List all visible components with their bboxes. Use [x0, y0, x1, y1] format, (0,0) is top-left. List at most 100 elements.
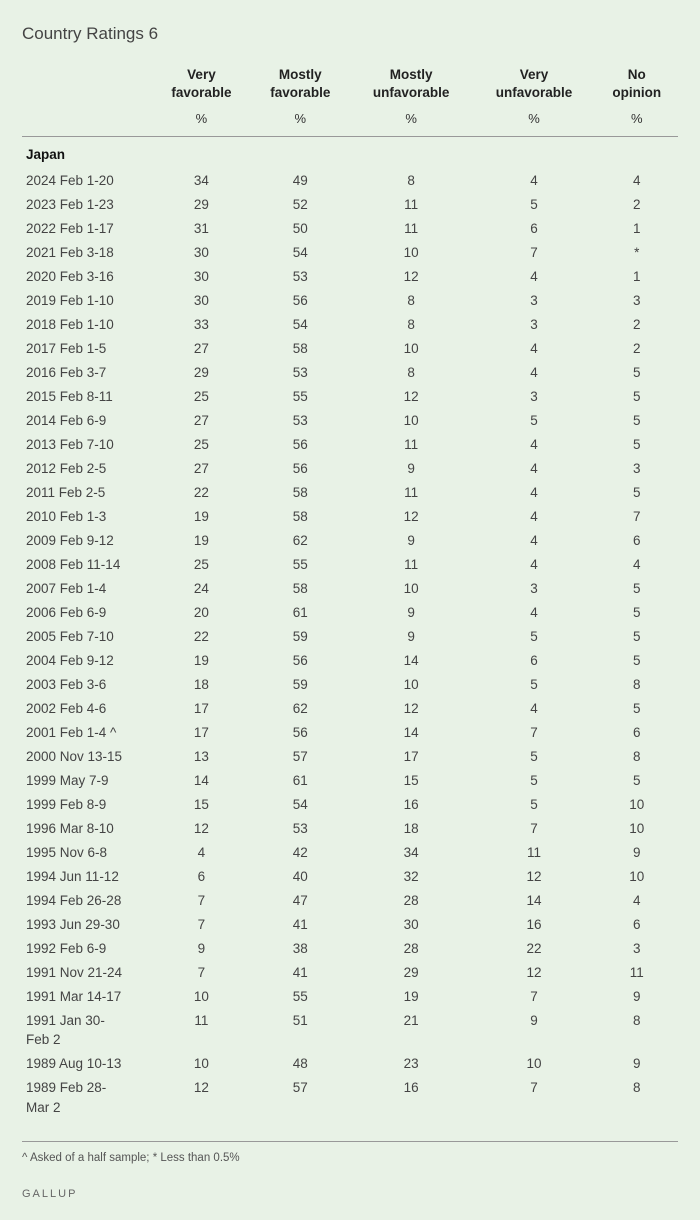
- value-cell: 56: [251, 456, 350, 480]
- date-cell: 1989 Aug 10-13: [22, 1052, 152, 1076]
- value-cell: 1: [595, 264, 678, 288]
- date-cell: 1992 Feb 6-9: [22, 936, 152, 960]
- value-cell: 5: [473, 624, 596, 648]
- value-cell: 5: [595, 432, 678, 456]
- value-cell: 3: [595, 456, 678, 480]
- date-cell: 1999 Feb 8-9: [22, 792, 152, 816]
- table-row: 2010 Feb 1-319581247: [22, 504, 678, 528]
- value-cell: 7: [473, 240, 596, 264]
- value-cell: 54: [251, 312, 350, 336]
- date-cell: 2004 Feb 9-12: [22, 648, 152, 672]
- value-cell: 25: [152, 384, 251, 408]
- value-cell: 8: [595, 744, 678, 768]
- value-cell: 57: [251, 744, 350, 768]
- value-cell: 55: [251, 984, 350, 1008]
- date-cell: 2021 Feb 3-18: [22, 240, 152, 264]
- value-cell: 9: [350, 456, 473, 480]
- value-cell: 16: [350, 792, 473, 816]
- value-cell: 4: [473, 600, 596, 624]
- value-cell: 17: [350, 744, 473, 768]
- date-cell-wrap: Mar 2: [22, 1100, 152, 1120]
- value-cell: 7: [152, 960, 251, 984]
- value-cell: 25: [152, 552, 251, 576]
- value-cell: 4: [473, 432, 596, 456]
- value-cell: 2: [595, 312, 678, 336]
- value-cell: 47: [251, 888, 350, 912]
- value-cell: 22: [152, 480, 251, 504]
- value-cell: 5: [473, 672, 596, 696]
- value-cell: 58: [251, 504, 350, 528]
- table-row: 1991 Jan 30-11512198: [22, 1008, 678, 1032]
- value-cell: 4: [152, 840, 251, 864]
- table-row: 1991 Nov 21-24741291211: [22, 960, 678, 984]
- value-cell: 28: [350, 888, 473, 912]
- value-cell: 5: [473, 408, 596, 432]
- date-cell: 2022 Feb 1-17: [22, 216, 152, 240]
- value-cell: 3: [595, 288, 678, 312]
- value-cell: 9: [595, 1052, 678, 1076]
- col-mostly-favorable: Mostlyfavorable: [251, 62, 350, 105]
- value-cell: 27: [152, 456, 251, 480]
- value-cell: 11: [350, 192, 473, 216]
- value-cell: 12: [473, 960, 596, 984]
- table-row: 1995 Nov 6-844234119: [22, 840, 678, 864]
- value-cell: 5: [595, 408, 678, 432]
- value-cell: 9: [152, 936, 251, 960]
- table-row: 2022 Feb 1-1731501161: [22, 216, 678, 240]
- header-row: Veryfavorable Mostlyfavorable Mostlyunfa…: [22, 62, 678, 105]
- table-row: 1996 Mar 8-10125318710: [22, 816, 678, 840]
- value-cell: 9: [350, 624, 473, 648]
- value-cell: 9: [595, 840, 678, 864]
- table-row: 2021 Feb 3-183054107*: [22, 240, 678, 264]
- value-cell: 23: [350, 1052, 473, 1076]
- value-cell: 4: [473, 480, 596, 504]
- table-row: 2013 Feb 7-1025561145: [22, 432, 678, 456]
- value-cell: 53: [251, 360, 350, 384]
- value-cell: 6: [152, 864, 251, 888]
- date-cell: 2016 Feb 3-7: [22, 360, 152, 384]
- date-cell: 2023 Feb 1-23: [22, 192, 152, 216]
- table-row: 1999 Feb 8-9155416510: [22, 792, 678, 816]
- value-cell: 38: [251, 936, 350, 960]
- value-cell: 4: [595, 552, 678, 576]
- value-cell: 24: [152, 576, 251, 600]
- value-cell: 17: [152, 720, 251, 744]
- value-cell: 5: [595, 360, 678, 384]
- table-row: 1999 May 7-914611555: [22, 768, 678, 792]
- value-cell: 6: [595, 912, 678, 936]
- value-cell: 49: [251, 168, 350, 192]
- table-row: 2006 Feb 6-92061945: [22, 600, 678, 624]
- value-cell: 10: [595, 816, 678, 840]
- table-row: 2011 Feb 2-522581145: [22, 480, 678, 504]
- date-cell: 2017 Feb 1-5: [22, 336, 152, 360]
- value-cell: 22: [152, 624, 251, 648]
- value-cell: 15: [152, 792, 251, 816]
- value-cell: 7: [473, 1076, 596, 1100]
- date-cell: 2009 Feb 9-12: [22, 528, 152, 552]
- table-row: 2020 Feb 3-1630531241: [22, 264, 678, 288]
- value-cell: 5: [595, 648, 678, 672]
- value-cell: 42: [251, 840, 350, 864]
- date-cell: 2010 Feb 1-3: [22, 504, 152, 528]
- table-row: 1992 Feb 6-993828223: [22, 936, 678, 960]
- value-cell: 29: [152, 360, 251, 384]
- table-row: 2014 Feb 6-927531055: [22, 408, 678, 432]
- date-cell: 2015 Feb 8-11: [22, 384, 152, 408]
- value-cell: 58: [251, 336, 350, 360]
- value-cell: 19: [152, 528, 251, 552]
- value-cell: 12: [350, 384, 473, 408]
- date-cell: 2005 Feb 7-10: [22, 624, 152, 648]
- value-cell: 3: [473, 384, 596, 408]
- value-cell: 4: [473, 168, 596, 192]
- value-cell: 5: [473, 744, 596, 768]
- value-cell: 4: [473, 264, 596, 288]
- value-cell: 8: [350, 288, 473, 312]
- value-cell: 30: [350, 912, 473, 936]
- date-cell: 2018 Feb 1-10: [22, 312, 152, 336]
- value-cell: 17: [152, 696, 251, 720]
- value-cell: 9: [595, 984, 678, 1008]
- date-cell: 2014 Feb 6-9: [22, 408, 152, 432]
- table-row: 1989 Feb 28-12571678: [22, 1076, 678, 1100]
- value-cell: 7: [473, 816, 596, 840]
- footnote: ^ Asked of a half sample; * Less than 0.…: [22, 1141, 678, 1164]
